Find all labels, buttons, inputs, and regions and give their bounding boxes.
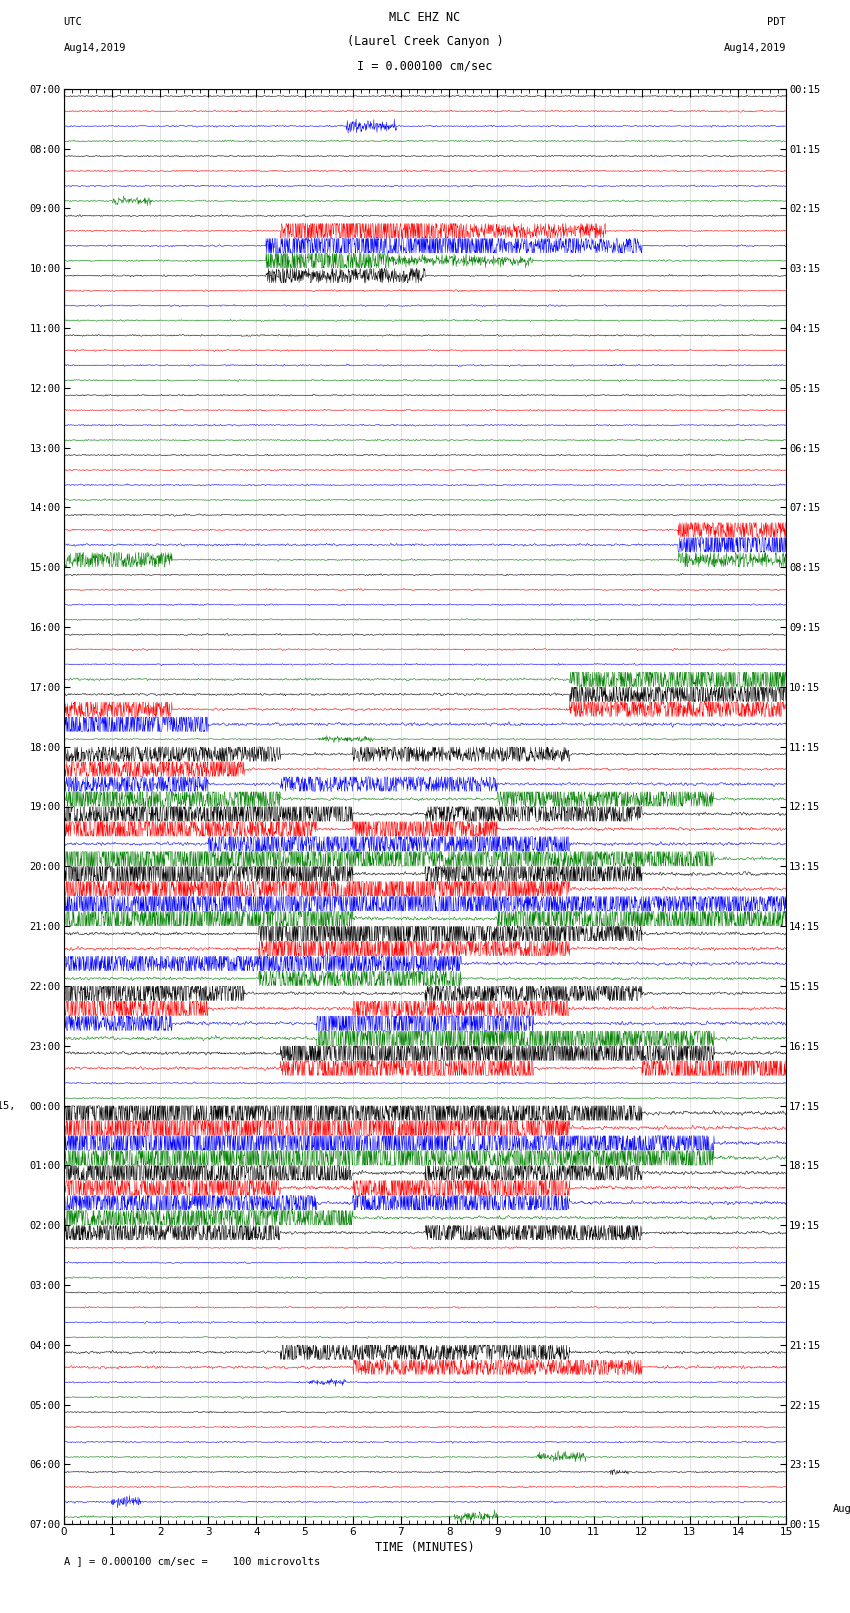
Text: I = 0.000100 cm/sec: I = 0.000100 cm/sec [357, 60, 493, 73]
Text: Aug14,2019: Aug14,2019 [723, 44, 786, 53]
Text: PDT: PDT [768, 18, 786, 27]
X-axis label: TIME (MINUTES): TIME (MINUTES) [375, 1542, 475, 1555]
Text: Aug14,2019: Aug14,2019 [64, 44, 127, 53]
Text: Aug15,: Aug15, [0, 1100, 17, 1111]
Text: Aug15,: Aug15, [833, 1505, 850, 1515]
Text: UTC: UTC [64, 18, 82, 27]
Text: (Laurel Creek Canyon ): (Laurel Creek Canyon ) [347, 35, 503, 48]
Text: MLC EHZ NC: MLC EHZ NC [389, 11, 461, 24]
Text: A ] = 0.000100 cm/sec =    100 microvolts: A ] = 0.000100 cm/sec = 100 microvolts [64, 1557, 320, 1566]
